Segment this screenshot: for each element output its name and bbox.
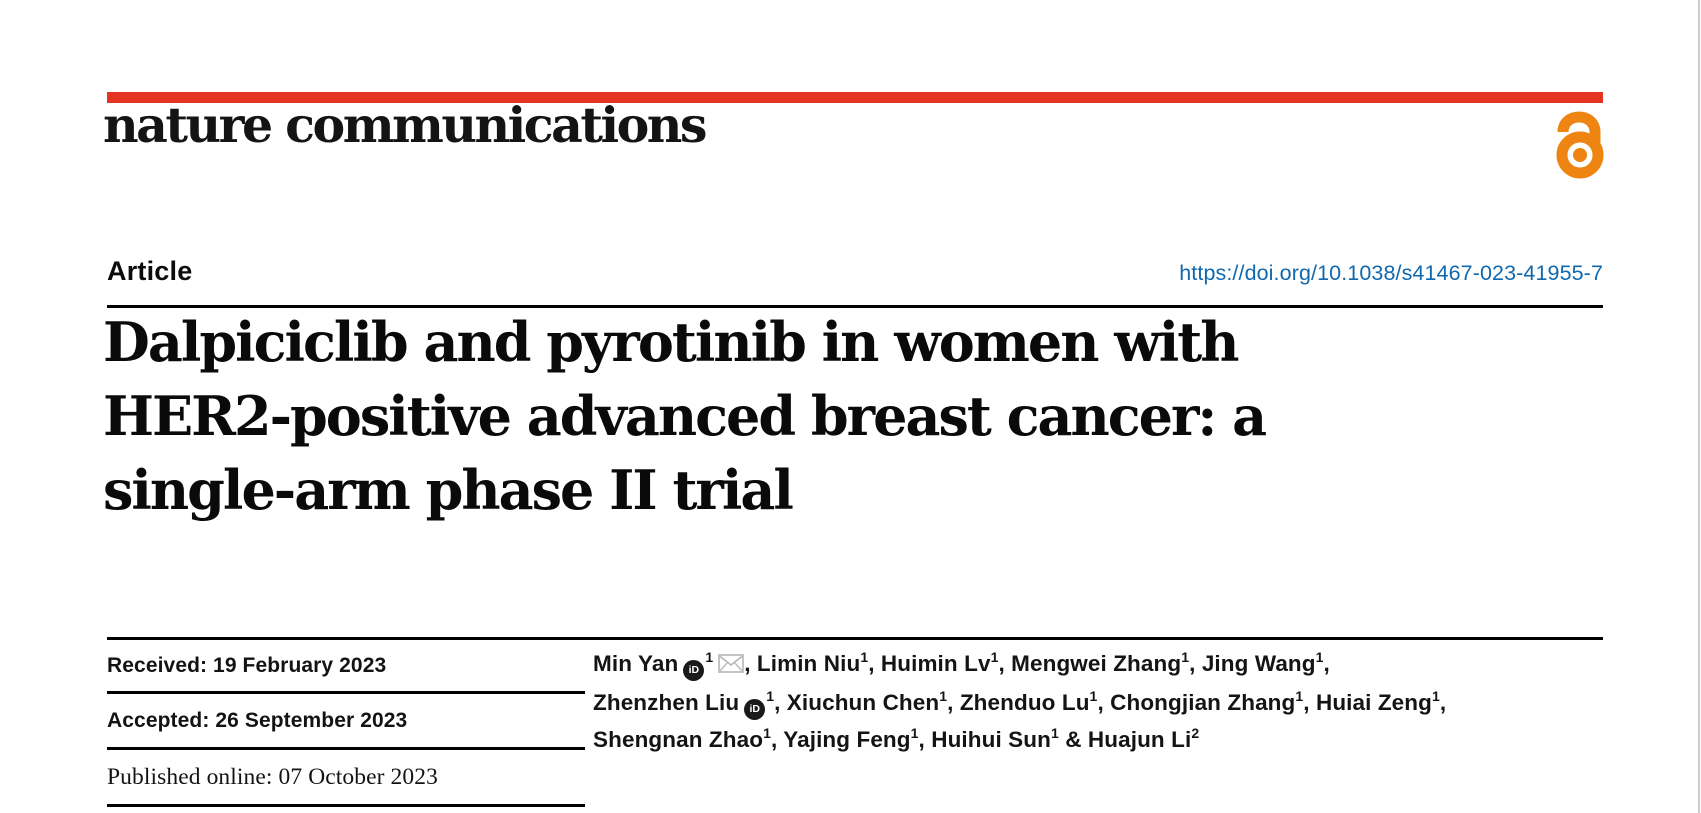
author-lines: Min Yan iD1, Limin Niu1, Huimin Lv1, Meng… <box>585 640 1603 807</box>
author-name: Yajing Feng <box>783 727 911 752</box>
author-separator: & <box>1058 727 1088 752</box>
author-separator: , <box>918 727 932 752</box>
author-name: Chongjian Zhang <box>1110 690 1296 715</box>
affiliation-superscript: 1 <box>1181 648 1190 665</box>
author-name: Limin Niu <box>756 651 861 676</box>
affiliation-superscript: 1 <box>766 687 775 704</box>
affiliation-superscript: 1 <box>763 724 771 741</box>
affiliation-superscript: 1 <box>939 687 948 704</box>
author-name: Huimin Lv <box>880 651 991 676</box>
section-divider-rule <box>107 637 1603 640</box>
author-separator: , <box>1439 690 1447 715</box>
title-line-3: single-arm phase II trial <box>103 458 794 522</box>
affiliation-superscript: 1 <box>990 648 999 665</box>
author-separator: , <box>1097 690 1111 715</box>
author-name: Shengnan Zhao <box>593 727 764 752</box>
author-line: Min Yan iD1, Limin Niu1, Huimin Lv1, Meng… <box>593 645 1603 684</box>
author-name: Xiuchun Chen <box>786 690 940 715</box>
author-separator: , <box>1303 690 1316 715</box>
author-separator: , <box>774 690 787 715</box>
author-separator: , <box>770 727 784 752</box>
affiliation-superscript: 2 <box>1191 724 1200 741</box>
author-name: Huiai Zeng <box>1315 690 1432 715</box>
open-access-padlock-icon <box>1555 105 1604 185</box>
page-edge-divider <box>1698 0 1700 813</box>
author-separator: , <box>868 651 881 676</box>
article-title: Dalpiciclib and pyrotinib in women with … <box>103 305 1603 527</box>
doi-link[interactable]: https://doi.org/10.1038/s41467-023-41955… <box>1179 261 1603 285</box>
article-type-label: Article <box>107 256 193 286</box>
email-icon[interactable] <box>718 647 745 684</box>
header-divider-rule <box>107 305 1603 308</box>
history-dates: Received: 19 February 2023 Accepted: 26 … <box>107 640 585 807</box>
affiliation-superscript: 1 <box>1089 687 1098 704</box>
author-name: Huajun Li <box>1087 727 1192 752</box>
affiliation-superscript: 1 <box>910 724 919 741</box>
journal-logo: nature communications <box>103 96 708 154</box>
author-separator: , <box>998 651 1012 676</box>
title-line-1: Dalpiciclib and pyrotinib in women with <box>103 310 1240 374</box>
author-separator: , <box>947 690 960 715</box>
affiliation-superscript: 1 <box>1295 687 1304 704</box>
author-name: Zhenduo Lu <box>959 690 1090 715</box>
received-date: Received: 19 February 2023 <box>107 640 585 694</box>
affiliation-superscript: 1 <box>1050 724 1059 741</box>
author-name: Zhenzhen Liu <box>593 690 740 715</box>
author-line: Zhenzhen Liu iD1, Xiuchun Chen1, Zhenduo … <box>593 684 1603 721</box>
author-line: Shengnan Zhao1, Yajing Feng1, Huihui Sun… <box>593 721 1603 758</box>
author-name: Mengwei Zhang <box>1011 651 1182 676</box>
affiliation-superscript: 1 <box>1315 648 1324 665</box>
published-date: Published online: 07 October 2023 <box>107 750 585 807</box>
title-line-2: HER2-positive advanced breast cancer: a <box>103 384 1267 448</box>
author-name: Huihui Sun <box>931 727 1051 752</box>
author-name: Jing Wang <box>1201 651 1316 676</box>
author-separator: , <box>744 651 757 676</box>
orcid-icon[interactable]: iD <box>683 660 705 681</box>
accepted-date: Accepted: 26 September 2023 <box>107 694 585 750</box>
author-separator: , <box>1323 651 1330 676</box>
affiliation-superscript: 1 <box>705 648 714 665</box>
author-name: Min Yan <box>593 651 679 676</box>
affiliation-superscript: 1 <box>1431 687 1440 704</box>
brand-red-bar <box>107 92 1603 103</box>
author-separator: , <box>1189 651 1202 676</box>
orcid-icon[interactable]: iD <box>744 699 766 720</box>
affiliation-superscript: 1 <box>860 648 869 665</box>
